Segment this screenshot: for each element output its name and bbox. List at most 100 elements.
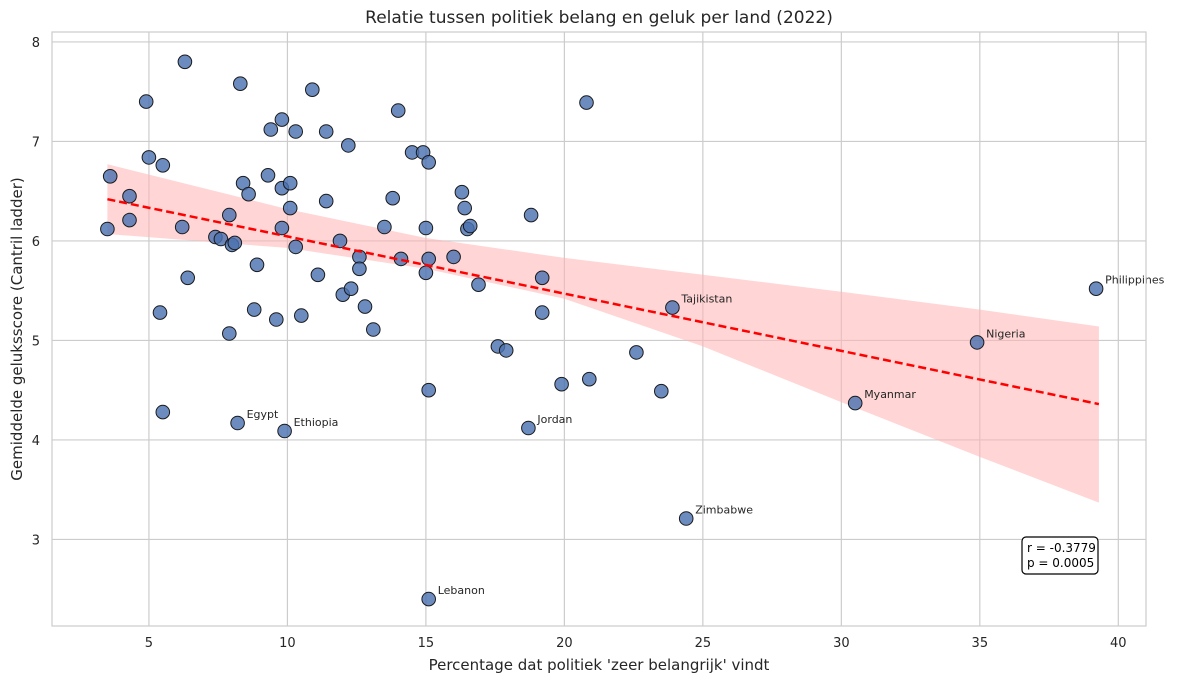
plot-frame (51, 31, 1147, 627)
data-point (241, 186, 256, 202)
point-annotations: Egypt Ethiopia Lebanon Jordan Tajikistan Zimb… (247, 274, 1165, 597)
data-point (246, 302, 262, 317)
data-point (582, 371, 597, 387)
data-point (390, 103, 406, 118)
data-point (155, 158, 171, 173)
data-point (523, 207, 539, 223)
data-point (122, 212, 137, 228)
data-point (847, 395, 863, 411)
x-axis-title: Percentage dat politiek 'zeer belangrijk… (429, 656, 770, 674)
data-point (352, 261, 367, 277)
data-point (421, 155, 437, 170)
data-point (174, 219, 190, 235)
data-point (457, 200, 473, 216)
data-point (421, 591, 437, 607)
data-point (554, 376, 569, 392)
data-point (421, 251, 437, 267)
data-point (305, 82, 320, 97)
data-point (654, 383, 669, 399)
data-point (665, 300, 680, 315)
y-tick-label: 5 (32, 334, 40, 349)
x-tick-label: 25 (695, 636, 712, 651)
x-tick-label: 20 (556, 636, 573, 651)
data-point (446, 249, 461, 265)
y-tick-label: 8 (32, 36, 40, 51)
point-label: Myanmar (864, 388, 916, 401)
data-point (177, 54, 193, 70)
data-point (332, 233, 348, 249)
data-point (498, 343, 514, 358)
data-point (222, 207, 237, 223)
data-point (274, 220, 290, 236)
data-point (138, 94, 154, 109)
regression-line (107, 197, 1100, 406)
data-point (462, 218, 478, 234)
data-point (282, 200, 298, 216)
x-tick-label: 30 (833, 636, 850, 651)
data-point (260, 168, 276, 183)
regression-line-layer (107, 197, 1100, 406)
point-label: Tajikistan (680, 293, 732, 306)
data-point (152, 305, 168, 320)
stats-box: r = -0.3779 p = 0.0005 (1021, 536, 1099, 575)
point-label: Egypt (247, 408, 279, 421)
data-point (282, 175, 298, 191)
data-points (100, 54, 1104, 607)
tick-labels: 5 10 15 20 25 30 35 40 3 4 5 6 7 8 (32, 36, 1127, 651)
data-point (227, 235, 243, 251)
data-point (269, 312, 284, 327)
data-point (263, 122, 279, 137)
data-point (343, 281, 359, 297)
y-tick-label: 4 (32, 434, 40, 449)
stats-box-frame (1021, 536, 1099, 575)
point-label: Lebanon (438, 584, 485, 597)
data-point (418, 220, 434, 236)
data-point (377, 219, 392, 235)
data-point (102, 169, 118, 184)
data-point (1088, 281, 1104, 297)
confidence-band-layer (107, 164, 1099, 503)
point-label: Ethiopia (294, 416, 339, 429)
confidence-band (107, 164, 1099, 503)
data-point (249, 257, 265, 273)
y-axis-title: Gemiddelde geluksscore (Cantril ladder) (8, 177, 26, 480)
data-point (678, 511, 694, 526)
point-label: Nigeria (986, 327, 1025, 340)
y-tick-label: 3 (32, 533, 40, 548)
data-point (318, 124, 334, 139)
data-point (122, 188, 137, 204)
data-point (100, 221, 115, 237)
data-point (310, 267, 326, 283)
data-point (155, 404, 171, 420)
data-point (534, 305, 550, 320)
point-label: Jordan (536, 413, 572, 426)
data-point (357, 299, 373, 314)
data-point (521, 420, 536, 436)
data-point (421, 382, 437, 398)
data-point (418, 265, 434, 281)
data-point (969, 335, 985, 350)
data-point (288, 124, 304, 139)
x-tick-label: 35 (972, 636, 989, 651)
data-point (274, 112, 290, 127)
data-point (471, 277, 486, 293)
data-point (629, 345, 644, 360)
x-tick-label: 5 (145, 636, 153, 651)
data-point (222, 326, 237, 341)
data-point (294, 308, 309, 323)
data-point (579, 95, 594, 110)
data-point (341, 138, 356, 153)
y-tick-label: 7 (32, 135, 40, 150)
data-point (141, 150, 157, 165)
data-point (233, 76, 248, 91)
chart-title: Relatie tussen politiek belang en geluk … (365, 8, 833, 28)
data-point (213, 231, 229, 247)
data-point (230, 415, 245, 431)
data-point (318, 193, 334, 209)
point-label: Philippines (1105, 274, 1165, 287)
x-tick-label: 10 (279, 636, 296, 651)
y-tick-label: 6 (32, 235, 40, 250)
data-point (277, 423, 292, 439)
data-point (385, 190, 401, 206)
